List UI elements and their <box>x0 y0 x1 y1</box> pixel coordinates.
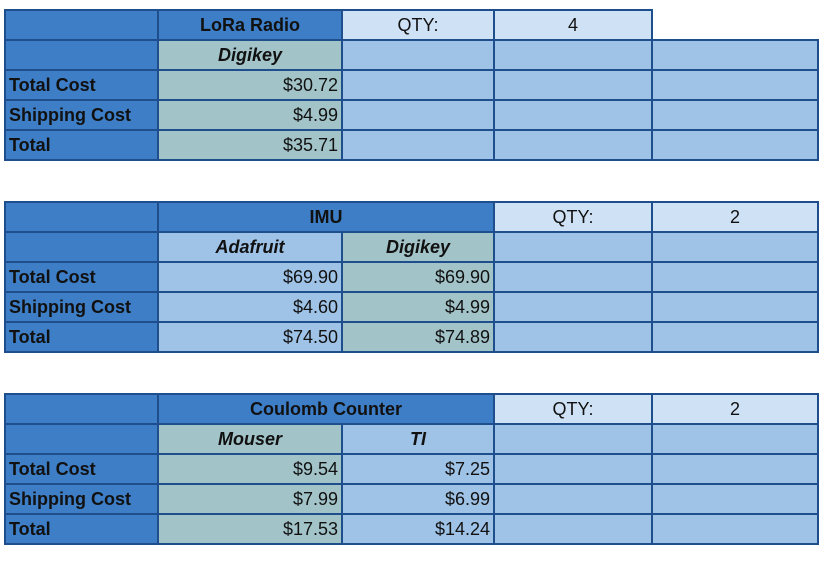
table-row: Total $17.53 $14.24 <box>4 513 819 545</box>
lora-radio-table: LoRa Radio QTY: 4 Digikey Total Cost $30… <box>4 9 819 161</box>
row-label-total-cost[interactable]: Total Cost <box>4 69 159 101</box>
cell[interactable] <box>4 9 159 41</box>
table-row: Total Cost $69.90 $69.90 <box>4 261 819 293</box>
table-row: Coulomb Counter QTY: 2 <box>4 393 819 425</box>
cell[interactable] <box>4 201 159 233</box>
cell[interactable] <box>4 393 159 425</box>
cell[interactable] <box>4 423 159 455</box>
cell[interactable] <box>493 291 653 323</box>
cell[interactable] <box>651 483 819 515</box>
cell[interactable] <box>4 231 159 263</box>
cell[interactable] <box>651 513 819 545</box>
table-row: Shipping Cost $7.99 $6.99 <box>4 483 819 515</box>
cell[interactable] <box>651 39 819 71</box>
cell[interactable] <box>651 321 819 353</box>
table-row: Total $35.71 <box>4 129 819 161</box>
product-title[interactable]: LoRa Radio <box>157 9 343 41</box>
row-label-total[interactable]: Total <box>4 129 159 161</box>
product-title[interactable]: IMU <box>157 201 495 233</box>
row-label-shipping-cost[interactable]: Shipping Cost <box>4 291 159 323</box>
product-title[interactable]: Coulomb Counter <box>157 393 495 425</box>
row-label-total[interactable]: Total <box>4 513 159 545</box>
shipping-cost-value[interactable]: $7.99 <box>157 483 343 515</box>
cell[interactable] <box>651 453 819 485</box>
cell[interactable] <box>651 291 819 323</box>
vendor-name[interactable]: Digikey <box>157 39 343 71</box>
cell[interactable] <box>493 513 653 545</box>
cell[interactable] <box>341 99 495 131</box>
vendor-name[interactable]: Mouser <box>157 423 343 455</box>
qty-value[interactable]: 2 <box>651 393 819 425</box>
vendor-name[interactable]: Adafruit <box>157 231 343 263</box>
imu-table: IMU QTY: 2 Adafruit Digikey Total Cost $… <box>4 201 819 353</box>
cell[interactable] <box>493 423 653 455</box>
table-row: Shipping Cost $4.99 <box>4 99 819 131</box>
cell[interactable] <box>341 69 495 101</box>
table-row: Adafruit Digikey <box>4 231 819 263</box>
row-label-total[interactable]: Total <box>4 321 159 353</box>
total-cost-value[interactable]: $69.90 <box>341 261 495 293</box>
total-cost-value[interactable]: $9.54 <box>157 453 343 485</box>
cell[interactable] <box>493 261 653 293</box>
qty-value[interactable]: 4 <box>493 9 653 41</box>
cell[interactable] <box>493 453 653 485</box>
total-value[interactable]: $17.53 <box>157 513 343 545</box>
row-label-total-cost[interactable]: Total Cost <box>4 453 159 485</box>
cell[interactable] <box>493 231 653 263</box>
cell[interactable] <box>341 129 495 161</box>
total-value[interactable]: $74.50 <box>157 321 343 353</box>
total-value[interactable]: $35.71 <box>157 129 343 161</box>
table-row: Total $74.50 $74.89 <box>4 321 819 353</box>
cell[interactable] <box>493 39 653 71</box>
cell[interactable] <box>651 231 819 263</box>
table-row: Digikey <box>4 39 819 71</box>
table-row: Total Cost $9.54 $7.25 <box>4 453 819 485</box>
table-row: LoRa Radio QTY: 4 <box>4 9 818 41</box>
qty-label[interactable]: QTY: <box>493 393 653 425</box>
row-label-shipping-cost[interactable]: Shipping Cost <box>4 483 159 515</box>
cell[interactable] <box>493 321 653 353</box>
shipping-cost-value[interactable]: $4.99 <box>341 291 495 323</box>
vendor-name[interactable]: Digikey <box>341 231 495 263</box>
cell[interactable] <box>493 483 653 515</box>
shipping-cost-value[interactable]: $6.99 <box>341 483 495 515</box>
shipping-cost-value[interactable]: $4.99 <box>157 99 343 131</box>
cell[interactable] <box>651 129 819 161</box>
cell[interactable] <box>651 423 819 455</box>
table-row: Shipping Cost $4.60 $4.99 <box>4 291 819 323</box>
cell[interactable] <box>651 99 819 131</box>
table-row: Total Cost $30.72 <box>4 69 819 101</box>
total-cost-value[interactable]: $30.72 <box>157 69 343 101</box>
qty-label[interactable]: QTY: <box>341 9 495 41</box>
table-row: IMU QTY: 2 <box>4 201 819 233</box>
cell[interactable] <box>651 69 819 101</box>
row-label-total-cost[interactable]: Total Cost <box>4 261 159 293</box>
qty-label[interactable]: QTY: <box>493 201 653 233</box>
cell[interactable] <box>493 69 653 101</box>
total-cost-value[interactable]: $69.90 <box>157 261 343 293</box>
cell[interactable] <box>4 39 159 71</box>
shipping-cost-value[interactable]: $4.60 <box>157 291 343 323</box>
vendor-name[interactable]: TI <box>341 423 495 455</box>
total-value[interactable]: $74.89 <box>341 321 495 353</box>
cell[interactable] <box>341 39 495 71</box>
row-label-shipping-cost[interactable]: Shipping Cost <box>4 99 159 131</box>
cell[interactable] <box>493 129 653 161</box>
table-row: Mouser TI <box>4 423 819 455</box>
total-cost-value[interactable]: $7.25 <box>341 453 495 485</box>
qty-value[interactable]: 2 <box>651 201 819 233</box>
coulomb-counter-table: Coulomb Counter QTY: 2 Mouser TI Total C… <box>4 393 819 545</box>
cell[interactable] <box>493 99 653 131</box>
cell[interactable] <box>651 261 819 293</box>
total-value[interactable]: $14.24 <box>341 513 495 545</box>
